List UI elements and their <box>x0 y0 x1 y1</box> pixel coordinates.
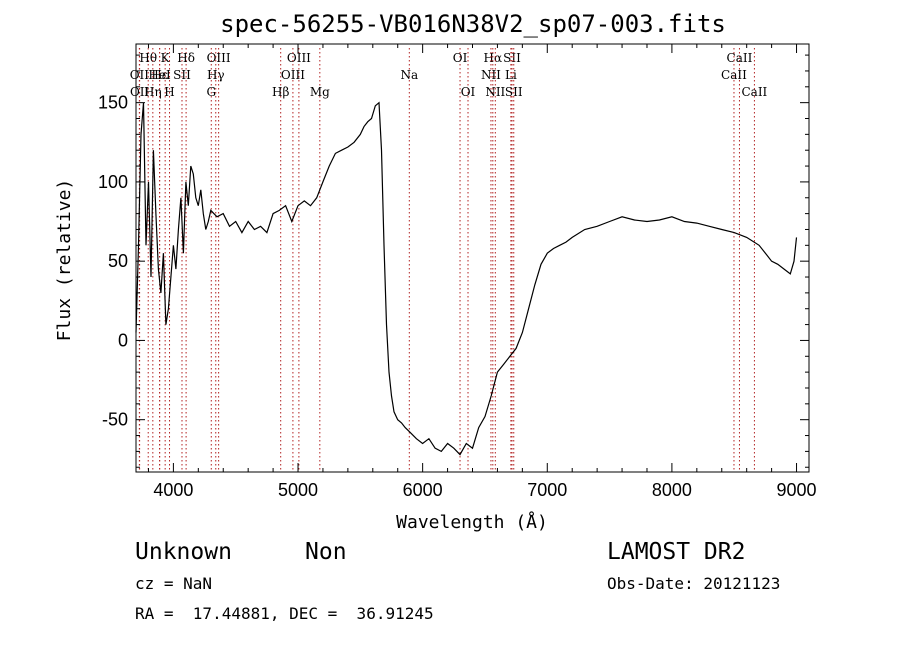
marker-label-18: OI <box>453 51 468 65</box>
x-axis: 4000 5000 6000 7000 8000 9000 <box>147 44 817 500</box>
x-tick-label-3: 7000 <box>527 480 567 500</box>
x-tick-label-2: 6000 <box>403 480 443 500</box>
marker-label-27: CaII <box>721 68 747 82</box>
marker-label-5: Hε <box>151 68 168 82</box>
survey-name: LAMOST DR2 <box>607 539 746 565</box>
y-tick-label-1: 0 <box>118 330 128 350</box>
spectrum-line <box>135 101 798 456</box>
marker-label-19: OI <box>461 85 476 99</box>
marker-label-7: HeI <box>148 68 171 82</box>
marker-label-0: Hθ <box>139 51 157 65</box>
marker-label-22: NII <box>485 85 505 99</box>
marker-label-26: CaII <box>727 51 753 65</box>
marker-label-10: OIII <box>207 51 231 65</box>
marker-label-16: Mg <box>310 85 330 99</box>
marker-label-21: NII <box>481 68 501 82</box>
marker-label-1: OII <box>130 68 150 82</box>
marker-label-9: Hδ <box>177 51 195 65</box>
x-axis-label: Wavelength (Å) <box>396 511 548 533</box>
x-tick-label-4: 8000 <box>652 480 692 500</box>
redshift-cz: cz = NaN <box>135 574 213 593</box>
marker-label-4: H <box>164 85 174 99</box>
y-axis-label: Flux (relative) <box>54 179 75 342</box>
marker-label-12: G <box>206 85 216 99</box>
marker-label-15: OIII <box>281 68 305 82</box>
marker-label-17: Na <box>400 68 418 82</box>
plot-area <box>135 101 798 456</box>
observation-date: Obs-Date: 20121123 <box>607 574 781 593</box>
marker-label-14: OIII <box>287 51 311 65</box>
marker-label-8: SII <box>173 68 191 82</box>
marker-label-3: K <box>161 51 171 65</box>
marker-label-25: SII <box>505 85 523 99</box>
marker-label-20: Hα <box>484 51 503 65</box>
y-tick-label-2: 50 <box>108 251 128 271</box>
marker-label-23: SII <box>503 51 521 65</box>
marker-label-24: Li <box>505 68 517 82</box>
object-subclass: Non <box>305 539 347 565</box>
marker-label-28: CaII <box>741 85 767 99</box>
marker-label-6: Hη <box>144 85 162 99</box>
coordinates: RA = 17.44881, DEC = 36.91245 <box>135 604 434 623</box>
marker-label-13: Hβ <box>272 85 289 99</box>
x-tick-label-1: 5000 <box>278 480 318 500</box>
x-tick-label-5: 9000 <box>777 480 817 500</box>
object-class: Unknown <box>135 539 232 565</box>
plot-frame <box>135 43 810 473</box>
y-tick-label-3: 100 <box>98 172 128 192</box>
y-tick-label-0: -50 <box>102 410 128 430</box>
y-tick-label-4: 150 <box>98 93 128 113</box>
marker-label-2: OII <box>130 85 150 99</box>
y-axis: -50 0 50 100 150 <box>98 54 809 468</box>
chart-title: spec-56255-VB016N38V2_sp07-003.fits <box>220 10 726 38</box>
x-tick-label-0: 4000 <box>153 480 193 500</box>
marker-label-11: Hγ <box>207 68 225 82</box>
